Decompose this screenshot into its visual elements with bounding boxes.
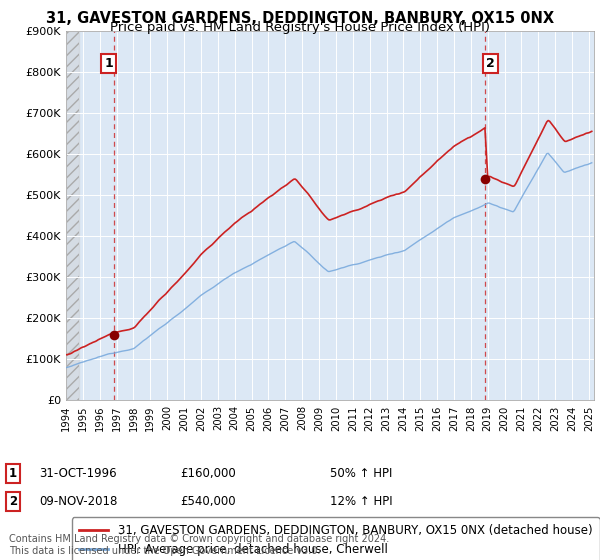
Text: 09-NOV-2018: 09-NOV-2018 [39,494,118,508]
Text: £160,000: £160,000 [180,466,236,480]
Text: Contains HM Land Registry data © Crown copyright and database right 2024.
This d: Contains HM Land Registry data © Crown c… [9,534,389,556]
Text: £540,000: £540,000 [180,494,236,508]
Text: 2: 2 [486,57,494,70]
Text: 1: 1 [9,466,17,480]
Text: 31-OCT-1996: 31-OCT-1996 [39,466,116,480]
Text: 50% ↑ HPI: 50% ↑ HPI [330,466,392,480]
Bar [66,31,79,400]
Text: Price paid vs. HM Land Registry's House Price Index (HPI): Price paid vs. HM Land Registry's House … [110,21,490,34]
Text: 2: 2 [9,494,17,508]
Bar [66,31,79,400]
Text: 1: 1 [104,57,113,70]
Text: 31, GAVESTON GARDENS, DEDDINGTON, BANBURY, OX15 0NX: 31, GAVESTON GARDENS, DEDDINGTON, BANBUR… [46,11,554,26]
Legend: 31, GAVESTON GARDENS, DEDDINGTON, BANBURY, OX15 0NX (detached house), HPI: Avera: 31, GAVESTON GARDENS, DEDDINGTON, BANBUR… [72,517,599,560]
Text: 12% ↑ HPI: 12% ↑ HPI [330,494,392,508]
